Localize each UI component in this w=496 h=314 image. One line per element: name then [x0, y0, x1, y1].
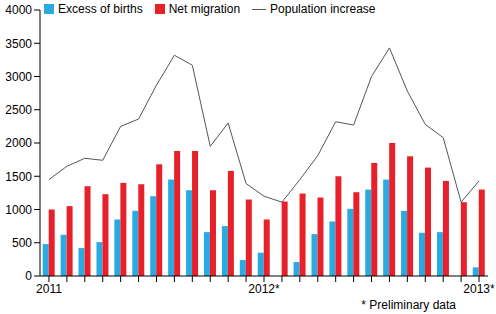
svg-text:3000: 3000: [8, 70, 32, 84]
svg-text:2011: 2011: [36, 282, 62, 296]
html-text:Population increase: Population increase: [270, 2, 376, 16]
svg-text:0: 0: [25, 269, 32, 283]
svg-text:1000: 1000: [8, 203, 32, 217]
html-text:* Preliminary data: * Preliminary data: [361, 298, 456, 312]
svg-text:500: 500: [12, 236, 32, 250]
html-text:Net migration: Net migration: [168, 2, 241, 16]
svg-text:3500: 3500: [8, 37, 32, 51]
svg-text:1500: 1500: [8, 170, 32, 184]
html-text:Excess of births: Excess of births: [58, 2, 143, 16]
svg-text:2013*: 2013*: [463, 282, 488, 296]
svg-text:2500: 2500: [8, 103, 32, 117]
svg-text:2012*: 2012*: [248, 282, 280, 296]
svg-text:4000: 4000: [8, 3, 32, 17]
svg-text:2000: 2000: [8, 136, 32, 150]
